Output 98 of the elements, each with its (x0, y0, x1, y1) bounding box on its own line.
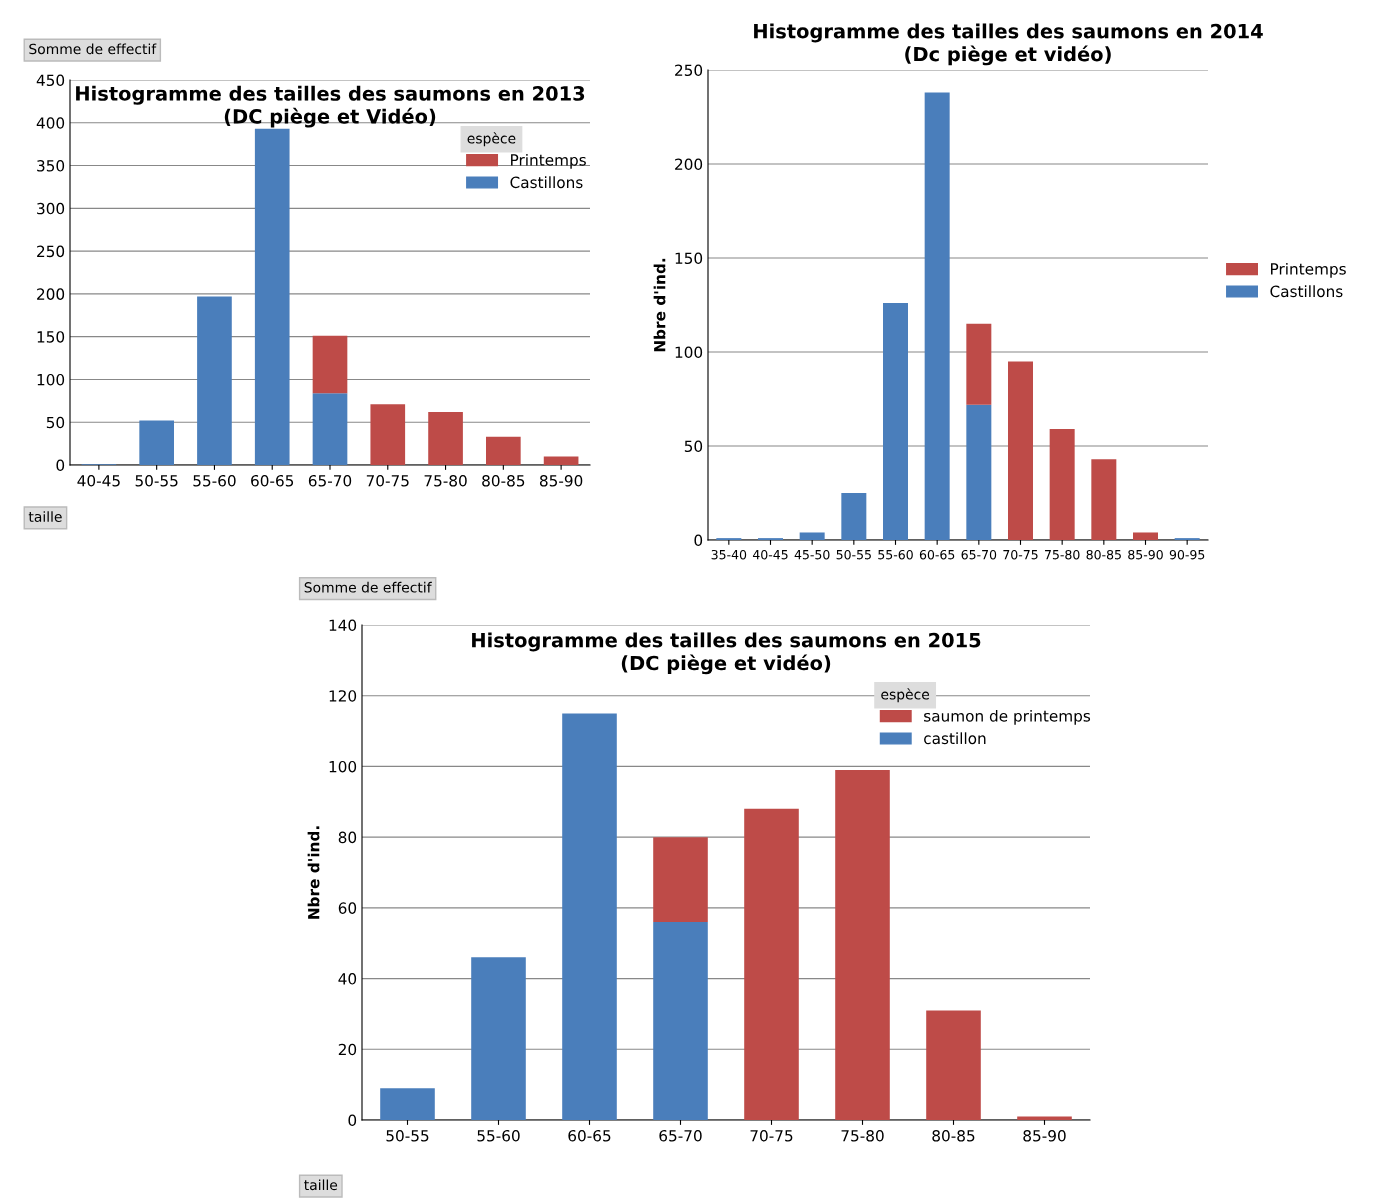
bar (1049, 429, 1075, 540)
x-tick-label: 50-55 (386, 1129, 429, 1142)
bar (924, 92, 950, 540)
x-tick-label: 80-85 (482, 474, 525, 487)
x-tick-label: 80-85 (1086, 549, 1121, 560)
x-tick-label: 90-95 (1169, 549, 1205, 560)
x-tick-label: 70-75 (750, 1129, 793, 1142)
y-tick-label: 0 (56, 459, 65, 472)
y-tick-label: 60 (338, 902, 357, 914)
bar (966, 404, 992, 540)
y-tick-label: 450 (36, 74, 65, 87)
bar (139, 420, 174, 465)
bar (883, 303, 908, 540)
x-tick-label: 65-70 (659, 1129, 702, 1142)
y-tick-label: 150 (37, 331, 65, 343)
x-tick-label: 45-50 (794, 549, 830, 560)
y-axis-title: Nbre d'ind. (307, 826, 320, 919)
bar (744, 808, 799, 1120)
x-tick-label: 60-65 (568, 1129, 611, 1142)
legend-label: castillon (924, 732, 986, 745)
bar (380, 1088, 435, 1120)
bar (653, 922, 708, 1120)
x-tick-label: 40-45 (752, 549, 788, 560)
bar (543, 456, 579, 465)
y-tick-label: 0 (348, 1114, 357, 1127)
x-tick-label: 55-60 (477, 1129, 520, 1142)
y-tick-label: 80 (338, 831, 357, 844)
bar (835, 769, 890, 1120)
x-tick-label: 50-55 (135, 474, 178, 487)
y-tick-label: 100 (675, 346, 703, 359)
y-tick-label: 100 (37, 373, 65, 386)
y-tick-label: 50 (684, 440, 703, 453)
y-tick-label: 350 (37, 160, 65, 172)
y-tick-label: 250 (37, 245, 65, 258)
y-tick-label: 0 (694, 534, 703, 547)
bar (799, 532, 825, 540)
legend-title: espèce (467, 132, 516, 147)
x-tick-label: 75-80 (1045, 549, 1080, 560)
text: Histogramme des tailles des saumons en 2013 (DC piège et Vidéo) (76, 85, 585, 128)
legend-label: Printemps (1271, 262, 1346, 278)
bar (486, 436, 521, 465)
y-tick-label: 400 (36, 117, 65, 129)
y-tick-label: 50 (46, 416, 65, 429)
bar (370, 404, 406, 465)
y-tick-label: 250 (675, 64, 703, 77)
x-tick-label: 40-45 (77, 474, 120, 487)
y-tick-label: 200 (675, 158, 703, 171)
legend-label: Printemps (511, 153, 586, 169)
x-tick-label: 60-65 (251, 474, 294, 487)
bar (312, 335, 348, 394)
text: Somme de effectif (304, 581, 432, 593)
bar (1017, 1116, 1072, 1120)
bar (1091, 459, 1117, 540)
x-tick-label: 80-85 (932, 1129, 975, 1142)
bar (926, 1010, 981, 1120)
bar (254, 128, 290, 465)
legend-title: espèce (881, 688, 930, 703)
y-tick-label: 300 (37, 202, 65, 215)
y-tick-label: 100 (329, 760, 357, 773)
bar (312, 393, 348, 465)
y-tick-label: 150 (675, 252, 703, 265)
x-tick-label: 60-65 (919, 549, 955, 560)
text: taille (28, 511, 62, 522)
bar (966, 323, 992, 405)
x-tick-label: 50-55 (836, 549, 871, 560)
bar (428, 411, 463, 465)
x-tick-label: 75-80 (841, 1129, 884, 1142)
y-tick-label: 20 (338, 1043, 357, 1056)
x-tick-label: 55-60 (878, 549, 913, 560)
x-tick-label: 65-70 (961, 549, 997, 560)
y-axis-title: Nbre d'ind. (653, 258, 666, 352)
bar (653, 837, 708, 922)
bar (1008, 361, 1033, 540)
x-tick-label: 85-90 (1023, 1129, 1066, 1142)
chart-title: Histogramme des tailles des saumons en 2014 (Dc piège et vidéo) (754, 23, 1263, 66)
text: taille (304, 1179, 338, 1191)
bar (841, 493, 867, 540)
text: Somme de effectif (29, 43, 157, 55)
x-tick-label: 65-70 (308, 474, 352, 487)
y-tick-label: 140 (329, 619, 357, 632)
bar (471, 957, 526, 1120)
text: Histogramme des tailles des saumons en 2015 (DC piège et vidéo) (472, 632, 981, 675)
y-tick-label: 120 (329, 690, 357, 702)
x-tick-label: 85-90 (539, 474, 583, 487)
x-tick-label: 70-75 (1003, 549, 1038, 560)
x-tick-label: 35-40 (711, 549, 747, 560)
legend-label: saumon de printemps (924, 709, 1091, 725)
y-tick-label: 200 (37, 288, 65, 300)
x-tick-label: 55-60 (193, 474, 236, 487)
legend-label: Castillons (1270, 285, 1343, 298)
bar (1133, 532, 1158, 540)
bar (197, 296, 232, 465)
y-tick-label: 40 (338, 973, 357, 985)
x-tick-label: 85-90 (1128, 549, 1163, 560)
legend-label: Castillons (510, 176, 583, 189)
bar (562, 713, 617, 1120)
x-tick-label: 75-80 (424, 474, 467, 487)
x-tick-label: 70-75 (366, 474, 409, 487)
